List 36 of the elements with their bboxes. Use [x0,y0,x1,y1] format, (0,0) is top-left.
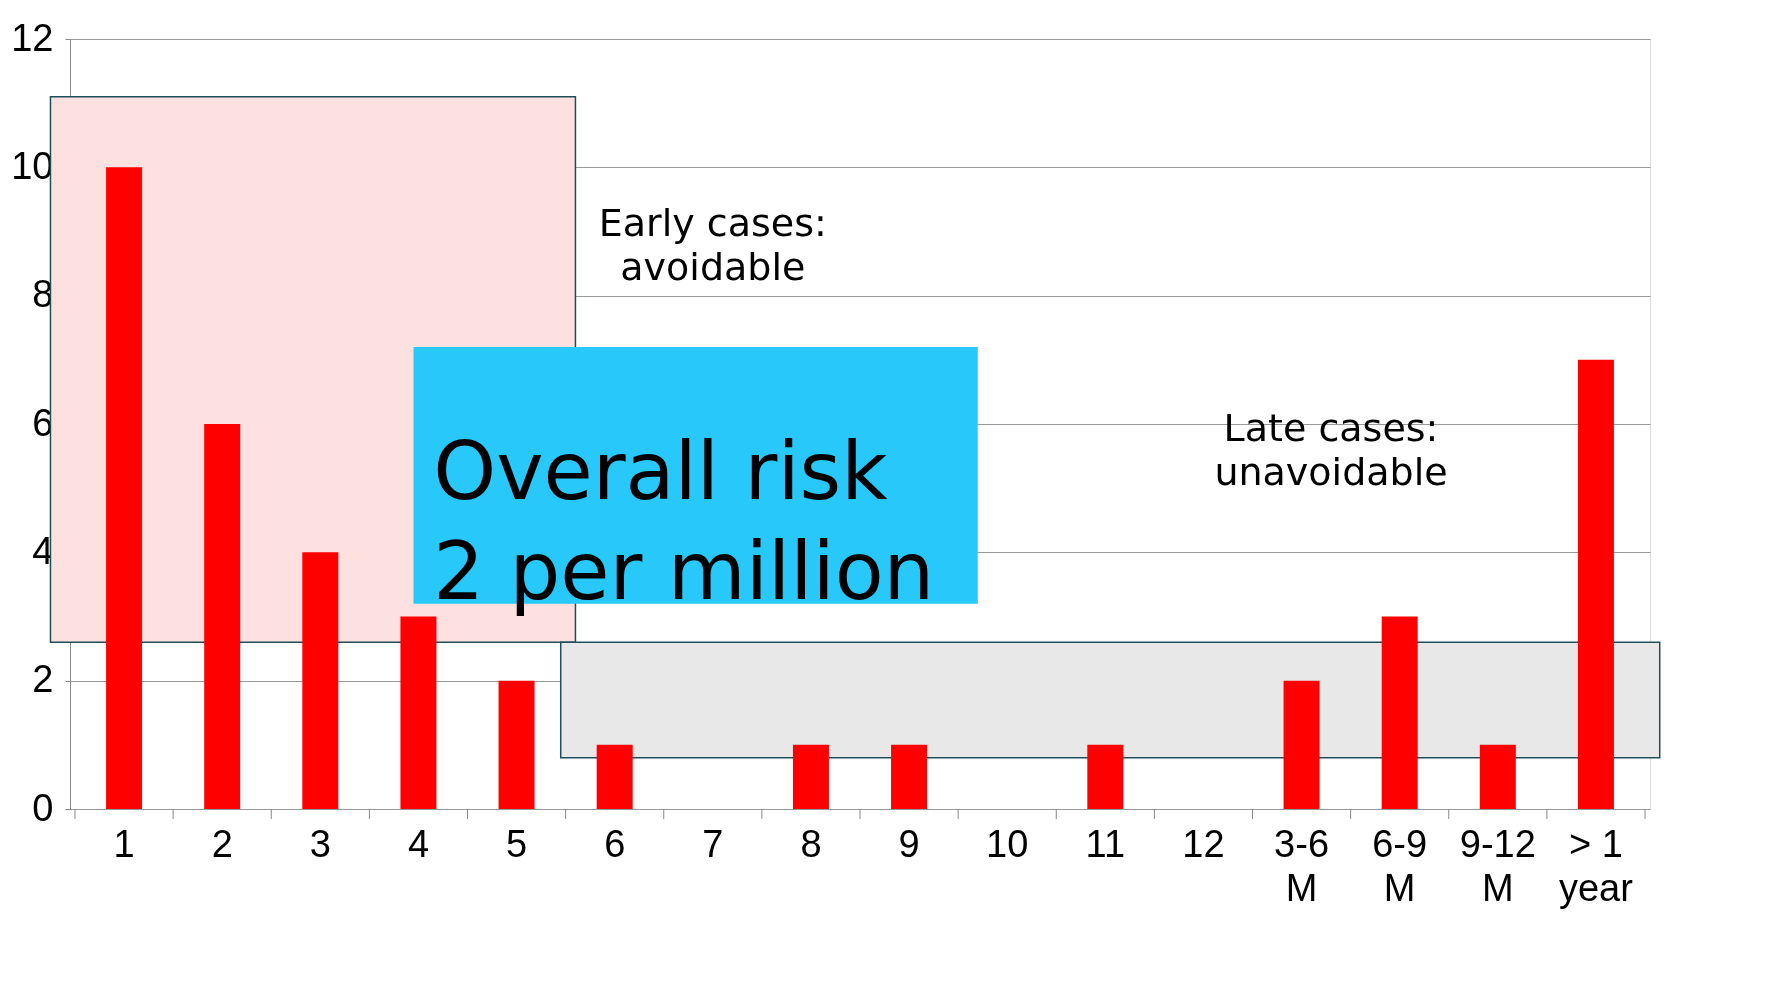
x-tick-label: 8 [800,823,822,865]
x-tick-label: > 1 year [1558,823,1634,909]
x-tick-label: 1 [113,823,135,865]
y-tick-label: 4 [32,529,54,572]
x-tick-label: 5 [505,823,528,865]
y-tick-label: 0 [32,786,54,829]
bar [1381,616,1418,809]
y-tick-label: 12 [11,16,54,59]
x-tick-label: 12 [1182,823,1225,865]
bar [498,680,535,809]
x-tick-label: 2 [211,823,233,865]
x-tick-label: 7 [702,823,724,865]
x-tick-label: 4 [407,823,430,865]
bar [1577,359,1614,809]
bar [106,167,143,809]
x-tick-label: 6 [604,823,626,865]
x-tick-label: 3 [309,823,331,865]
bar [204,424,241,809]
bar [1479,744,1516,809]
annotation: Late cases: unavoidable [1214,406,1448,495]
bar [1087,744,1124,809]
y-tick-label: 2 [32,658,54,701]
x-tick-label: 11 [1085,823,1126,865]
annotation: Early cases: avoidable [598,201,827,290]
annotation: Overall risk 2 per million [433,425,935,619]
bar [792,744,829,809]
x-tick-label: 10 [986,823,1029,865]
bar [1283,680,1320,809]
bar [302,552,339,809]
x-tick-label: 6-9 M [1372,823,1428,909]
x-tick-label: 9 [898,823,920,865]
x-tick-label: 9-12 M [1459,823,1536,909]
x-tick-label: 3-6 M [1274,823,1330,909]
bar [596,744,633,809]
bar [891,744,928,809]
bar [400,616,437,809]
